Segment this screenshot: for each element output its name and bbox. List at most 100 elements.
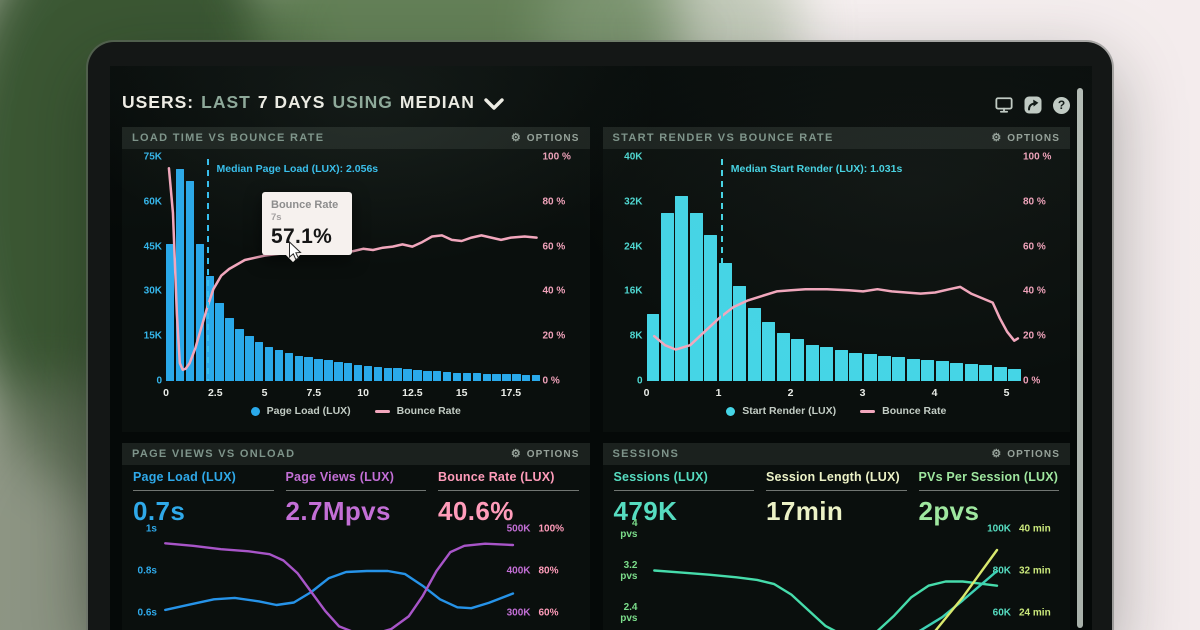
histogram-bar — [284, 352, 294, 381]
panel-start-render: START RENDER VS BOUNCE RATE ⚙ OPTIONS 40… — [602, 127, 1071, 432]
histogram-bar — [344, 363, 353, 381]
panel-load-time: LOAD TIME VS BOUNCE RATE ⚙ OPTIONS 75K 60… — [122, 127, 590, 432]
stat-label: Page Views (LUX) — [285, 470, 395, 484]
histogram-bar — [979, 365, 993, 381]
panel-title: SESSIONS — [612, 448, 680, 460]
stat-value: 0.7s — [133, 496, 186, 526]
histogram-bar — [403, 369, 412, 381]
users-timerange-dropdown[interactable]: USERS: LAST 7 DAYS USING MEDIAN — [122, 92, 475, 113]
stat-label: Page Load (LUX) — [133, 470, 237, 484]
histogram-bar — [762, 322, 776, 381]
options-button[interactable]: ⚙ OPTIONS — [991, 448, 1060, 460]
trend-lines — [652, 548, 998, 630]
chevron-down-icon[interactable] — [484, 97, 504, 110]
histogram-bar — [423, 370, 432, 381]
tooltip-series: Bounce Rate — [271, 199, 339, 211]
options-label: OPTIONS — [1007, 132, 1060, 144]
stat-row: Sessions (LUX) 479K Session Length (LUX) 17… — [613, 470, 1059, 527]
legend-item[interactable]: Bounce Rate — [374, 405, 461, 417]
plot-area[interactable]: Median Page Load (LUX): 2.056s Bounce Ra… — [166, 157, 541, 381]
options-button[interactable]: ⚙ OPTIONS — [510, 131, 580, 144]
histogram-bar — [472, 373, 481, 381]
trend-line — [934, 548, 998, 630]
stat-divider — [766, 490, 907, 491]
histogram-bar — [878, 355, 891, 381]
trend-line — [652, 569, 998, 630]
histogram-bar — [1008, 368, 1022, 381]
panel-pageviews-onload: PAGE VIEWS VS ONLOAD ⚙ OPTIONS Page Load… — [122, 443, 590, 630]
title-segment: LAST — [201, 91, 251, 112]
histogram-bar — [704, 235, 718, 381]
stat-value: 2pvs — [918, 496, 980, 526]
panel-load-time-header: LOAD TIME VS BOUNCE RATE ⚙ OPTIONS — [122, 127, 590, 149]
stat-divider — [613, 490, 754, 491]
chart-legend: Start Render (LUX) Bounce Rate — [603, 405, 1071, 417]
chart-legend: Page Load (LUX) Bounce Rate — [122, 405, 590, 417]
histogram-bar — [442, 372, 452, 381]
dashboard-screen: USERS: LAST 7 DAYS USING MEDIAN ? — [110, 66, 1092, 630]
histogram-bar — [452, 372, 462, 381]
options-button[interactable]: ⚙ OPTIONS — [991, 132, 1060, 144]
histogram-bar — [820, 347, 834, 381]
title-segment: USING — [332, 91, 393, 112]
gear-icon: ⚙ — [510, 447, 522, 460]
stat-label: Sessions (LUX) — [613, 470, 708, 484]
histogram-bar — [906, 358, 920, 381]
stat-block: Session Length (LUX) 17min — [766, 470, 907, 527]
pageviews-onload-chart[interactable]: 1s 0.8s 0.6s 500K 100% 400K 80% 300K 60% — [133, 521, 579, 630]
stat-value: 2.7Mpvs — [285, 496, 391, 526]
stat-block: PVs Per Session (LUX) 2pvs — [918, 470, 1059, 527]
title-segment: MEDIAN — [399, 91, 475, 112]
histogram-bar — [393, 368, 402, 381]
histogram-bar — [215, 303, 224, 381]
stat-block: Sessions (LUX) 479K — [613, 470, 754, 527]
trend-line — [918, 569, 998, 630]
panel-grid: LOAD TIME VS BOUNCE RATE ⚙ OPTIONS 75K 60… — [122, 127, 1070, 630]
stat-block: Page Load (LUX) 0.7s — [133, 470, 274, 527]
options-label: OPTIONS — [526, 132, 580, 144]
scrollbar[interactable] — [1077, 88, 1083, 628]
title-segment: USERS: — [122, 91, 195, 112]
panel-title: START RENDER VS BOUNCE RATE — [612, 132, 834, 144]
histogram-bar — [373, 366, 383, 381]
histogram-bar — [805, 344, 819, 381]
histogram-bar — [522, 374, 531, 381]
histogram-bar — [733, 285, 747, 381]
histogram-bar — [950, 363, 964, 381]
legend-dot-icon — [250, 406, 260, 416]
median-annotation: Median Page Load (LUX): 2.056s — [216, 163, 379, 175]
plot-area[interactable]: Median Start Render (LUX): 1.031s — [646, 157, 1022, 381]
stat-value: 479K — [613, 496, 678, 526]
start-render-chart: 40K 32K 24K 16K 8K 0 100 % 80 % 60 % 40 % 20 % 0 %… — [603, 149, 1071, 432]
options-button[interactable]: ⚙ OPTIONS — [510, 447, 580, 460]
stat-label: PVs Per Session (LUX) — [918, 470, 1059, 484]
help-icon[interactable]: ? — [1053, 96, 1070, 114]
histogram-bar — [294, 355, 303, 381]
legend-line-icon — [374, 409, 390, 413]
tooltip-bin: 7s — [271, 212, 282, 223]
histogram-bar — [225, 318, 234, 381]
title-segment: 7 DAYS — [257, 91, 326, 112]
stat-label: Bounce Rate (LUX) — [438, 470, 555, 484]
histogram-bar — [433, 371, 442, 381]
share-icon[interactable] — [1024, 96, 1042, 114]
sessions-chart[interactable]: 4 pvs 3.2 pvs 2.4 pvs 100K 40 min 80K 32 min 6… — [614, 518, 1060, 630]
histogram-bar — [531, 375, 541, 381]
histogram-bar — [314, 358, 323, 381]
stat-block: Page Views (LUX) 2.7Mpvs — [285, 470, 426, 527]
start-render-histogram — [646, 157, 1022, 381]
panel-title: LOAD TIME VS BOUNCE RATE — [132, 132, 325, 144]
histogram-bar — [849, 353, 863, 381]
histogram-bar — [863, 354, 877, 381]
y-axis-left: 75K 60K 45K 30K 15K 0 — [143, 151, 162, 387]
legend-item[interactable]: Bounce Rate — [860, 405, 946, 417]
gear-icon: ⚙ — [510, 131, 522, 144]
legend-item[interactable]: Page Load (LUX) — [250, 405, 351, 417]
histogram-bar — [195, 243, 205, 381]
histogram-bar — [512, 374, 521, 381]
display-icon[interactable] — [995, 96, 1013, 114]
histogram-bar — [462, 372, 472, 381]
histogram-bar — [205, 276, 214, 381]
legend-item[interactable]: Start Render (LUX) — [726, 405, 836, 417]
histogram-bar — [921, 359, 935, 381]
